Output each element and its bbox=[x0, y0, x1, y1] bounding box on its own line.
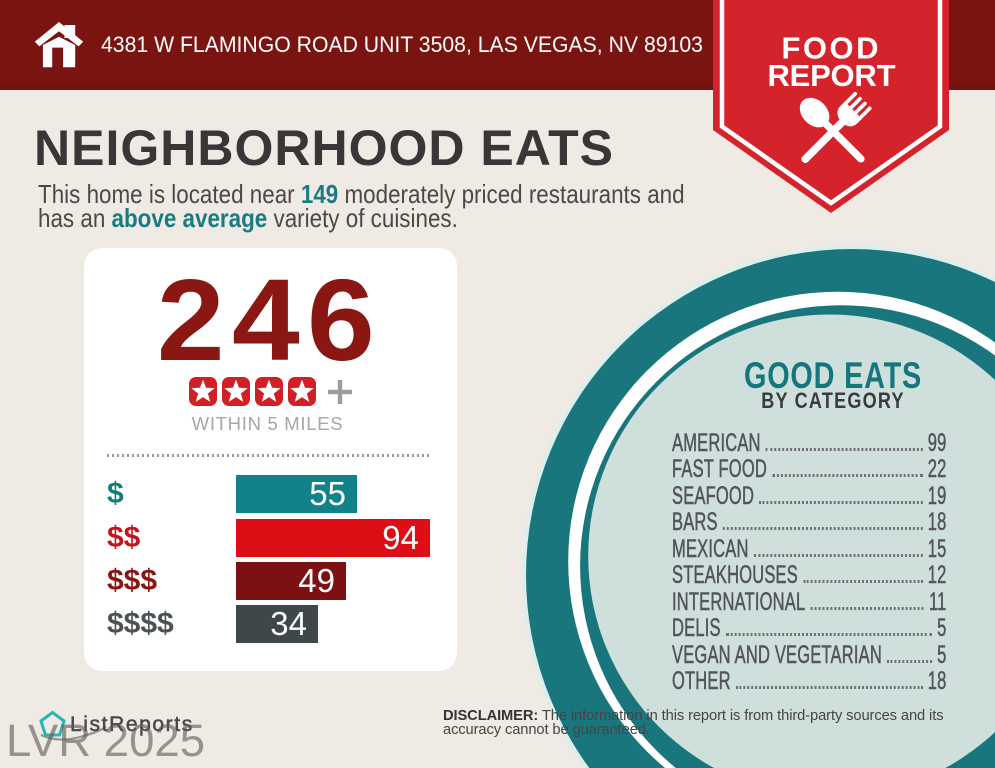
svg-text:FOOD: FOOD bbox=[782, 31, 879, 66]
svg-text:REPORT: REPORT bbox=[768, 58, 896, 93]
